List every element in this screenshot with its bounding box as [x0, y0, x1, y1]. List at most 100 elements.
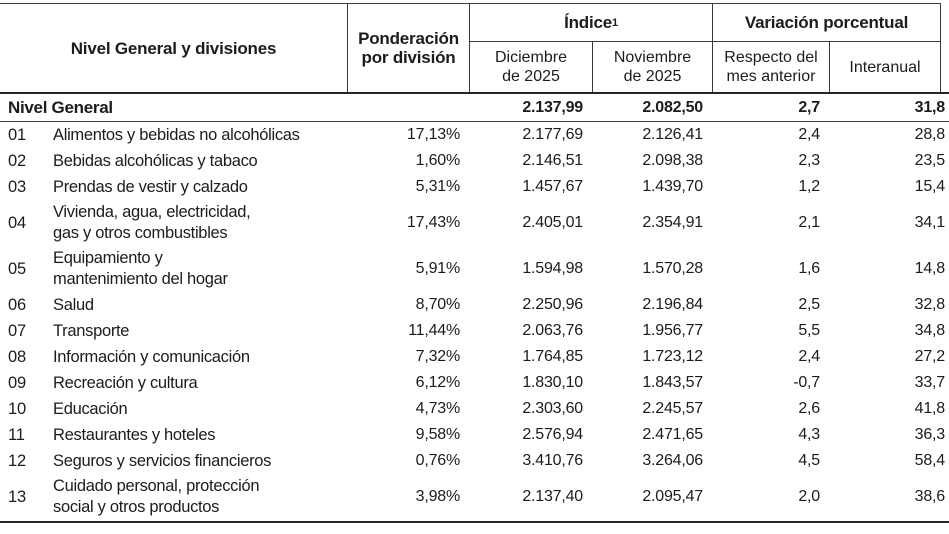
table-row: 13 Cuidado personal, protección social y…: [0, 474, 949, 520]
december-index-value: 2.137,40: [522, 488, 583, 505]
division-label: Vivienda, agua, electricidad, gas y otro…: [53, 203, 251, 242]
november-index-value: 2.471,65: [642, 426, 703, 443]
december-index-value: 2.303,60: [522, 400, 583, 417]
division-label: Prendas de vestir y calzado: [53, 177, 248, 196]
interannual-variation-value: 27,2: [914, 348, 946, 365]
division-weight: 6,12%: [415, 374, 461, 391]
monthly-variation-value: 2,3: [798, 152, 820, 169]
division-name-cell: 07 Transporte: [0, 318, 348, 344]
monthly-variation-value: 4,3: [798, 426, 820, 443]
division-name-cell: 05 Equipamiento y mantenimiento del hoga…: [0, 246, 348, 292]
total-row-november-index: 2.082,50: [642, 98, 703, 116]
division-label: Transporte: [53, 321, 130, 340]
division-code: 11: [8, 425, 25, 444]
division-name-cell: 11 Restaurantes y hoteles: [0, 422, 348, 448]
november-index-value: 2.098,38: [642, 152, 703, 169]
november-index-value: 3.264,06: [642, 452, 703, 469]
interannual-variation-value: 15,4: [914, 178, 946, 195]
table-body: 01 Alimentos y bebidas no alcohólicas 17…: [0, 122, 949, 520]
interannual-variation-value: 28,8: [914, 126, 946, 143]
division-code: 01: [8, 125, 26, 144]
division-name-cell: 08 Información y comunicación: [0, 344, 348, 370]
division-weight: 0,76%: [415, 452, 461, 469]
division-code: 07: [8, 321, 26, 340]
monthly-variation-value: 2,4: [798, 126, 820, 143]
november-index-value: 2.126,41: [642, 126, 703, 143]
division-code: 12: [8, 451, 26, 470]
monthly-variation-value: 2,0: [798, 488, 820, 505]
table-header: Nivel General y divisiones Ponderación p…: [0, 3, 941, 92]
division-weight: 11,44%: [408, 322, 460, 339]
december-index-value: 2.576,94: [522, 426, 583, 443]
november-index-value: 1.570,28: [642, 260, 703, 277]
division-weight: 17,13%: [406, 126, 460, 143]
header-variation-group: Variación porcentual: [713, 4, 941, 42]
header-index-group-label: Índice: [564, 13, 612, 32]
december-index-value: 1.457,67: [522, 178, 583, 195]
header-year-over-year-column: Interanual: [830, 42, 941, 92]
monthly-variation-value: 2,1: [798, 214, 820, 231]
monthly-variation-value: 2,5: [798, 296, 820, 313]
division-label: Salud: [53, 295, 94, 314]
december-index-value: 2.405,01: [522, 214, 583, 231]
monthly-variation-value: 2,4: [798, 348, 820, 365]
table-row: 04 Vivienda, agua, electricidad, gas y o…: [0, 200, 949, 246]
november-index-value: 1.843,57: [642, 374, 703, 391]
table-row: 05 Equipamiento y mantenimiento del hoga…: [0, 246, 949, 292]
division-code: 10: [8, 399, 26, 418]
december-index-value: 1.594,98: [522, 260, 583, 277]
interannual-variation-value: 34,8: [914, 322, 946, 339]
division-weight: 8,70%: [415, 296, 461, 313]
table-row: 03 Prendas de vestir y calzado 5,31% 1.4…: [0, 174, 949, 200]
division-name-cell: 01 Alimentos y bebidas no alcohólicas: [0, 122, 348, 148]
monthly-variation-value: 5,5: [798, 322, 820, 339]
division-name-cell: 04 Vivienda, agua, electricidad, gas y o…: [0, 200, 348, 246]
november-index-value: 1.439,70: [642, 178, 703, 195]
division-code: 05: [8, 259, 26, 278]
header-division-column: Nivel General y divisiones: [0, 4, 348, 92]
table-row: 07 Transporte 11,44% 2.063,76 1.956,77 5…: [0, 318, 949, 344]
november-index-value: 1.723,12: [642, 348, 703, 365]
division-weight: 5,31%: [415, 178, 461, 195]
total-row-december-index: 2.137,99: [522, 98, 583, 116]
division-weight: 5,91%: [415, 260, 461, 277]
monthly-variation-value: 2,6: [798, 400, 820, 417]
total-row-monthly-variation: 2,7: [798, 98, 820, 116]
division-code: 03: [8, 177, 26, 196]
header-weight-column: Ponderación por división: [348, 4, 470, 92]
division-code: 09: [8, 373, 26, 392]
division-label: Equipamiento y mantenimiento del hogar: [53, 249, 228, 288]
division-weight: 17,43%: [406, 214, 460, 231]
header-month-over-month-column: Respecto del mes anterior: [713, 42, 830, 92]
total-row-name-cell: Nivel General: [0, 94, 348, 121]
monthly-variation-value: 4,5: [798, 452, 820, 469]
division-label: Educación: [53, 399, 128, 418]
division-label: Bebidas alcohólicas y tabaco: [53, 151, 258, 170]
division-label: Alimentos y bebidas no alcohólicas: [53, 125, 300, 144]
december-index-value: 3.410,76: [522, 452, 583, 469]
interannual-variation-value: 41,8: [914, 400, 946, 417]
division-label: Recreación y cultura: [53, 373, 198, 392]
interannual-variation-value: 32,8: [914, 296, 946, 313]
december-index-value: 2.063,76: [522, 322, 583, 339]
interannual-variation-value: 36,3: [914, 426, 946, 443]
table-row: 08 Información y comunicación 7,32% 1.76…: [0, 344, 949, 370]
table-row: 06 Salud 8,70% 2.250,96 2.196,84 2,5 32,…: [0, 292, 949, 318]
interannual-variation-value: 23,5: [914, 152, 946, 169]
division-name-cell: 13 Cuidado personal, protección social y…: [0, 474, 348, 520]
division-label: Información y comunicación: [53, 347, 250, 366]
november-index-value: 2.196,84: [642, 296, 703, 313]
monthly-variation-value: -0,7: [793, 374, 820, 391]
november-index-value: 2.095,47: [642, 488, 703, 505]
table-row: 12 Seguros y servicios financieros 0,76%…: [0, 448, 949, 474]
table-row: 01 Alimentos y bebidas no alcohólicas 17…: [0, 122, 949, 148]
total-row-weight: [348, 94, 470, 121]
monthly-variation-value: 1,6: [798, 260, 820, 277]
division-weight: 3,98%: [415, 488, 461, 505]
table-bottom-rule: [0, 521, 949, 523]
division-name-cell: 02 Bebidas alcohólicas y tabaco: [0, 148, 348, 174]
december-index-value: 1.830,10: [522, 374, 583, 391]
division-weight: 1,60%: [415, 152, 461, 169]
table-row: 10 Educación 4,73% 2.303,60 2.245,57 2,6…: [0, 396, 949, 422]
december-index-value: 2.250,96: [522, 296, 583, 313]
